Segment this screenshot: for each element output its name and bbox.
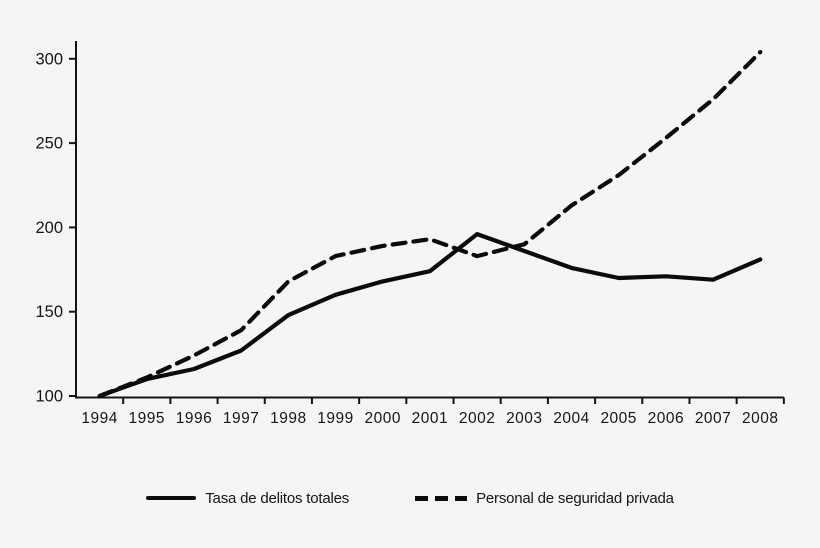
chart-legend: Tasa de delitos totales Personal de segu… xyxy=(0,483,820,513)
solid-line-swatch-icon xyxy=(146,496,197,500)
x-tick-label: 1996 xyxy=(176,410,212,427)
dashed-line-swatch-icon xyxy=(415,495,468,501)
x-tick-label: 1998 xyxy=(270,410,306,427)
x-tick-label: 1999 xyxy=(317,410,353,427)
x-tick-label: 2004 xyxy=(553,410,589,427)
legend-item-tasa-delitos: Tasa de delitos totales xyxy=(146,490,349,507)
legend-label-tasa-delitos: Tasa de delitos totales xyxy=(205,489,350,507)
line-chart: 100 150 200 250 300 1994 1995 1996 1997 1998 1999 2… xyxy=(35,41,785,427)
y-tick-label: 200 xyxy=(35,219,63,237)
legend-item-seguridad-privada: Personal de seguridad privada xyxy=(415,490,674,507)
x-tick-label: 2008 xyxy=(742,410,778,427)
x-tick-label: 2002 xyxy=(459,410,495,427)
x-tick-label: 2005 xyxy=(600,410,636,427)
y-tick-label: 300 xyxy=(35,50,63,68)
y-tick-label: 250 xyxy=(35,135,63,153)
series-line-tasa-delitos xyxy=(97,232,763,399)
x-tick-label: 2000 xyxy=(364,410,400,427)
series-line-seguridad-privada xyxy=(97,49,763,399)
plot-area: 100 150 200 250 300 1994 1995 1996 1997 1998 1999 2… xyxy=(35,41,785,427)
x-tick-label: 2006 xyxy=(648,410,684,427)
x-tick-label: 2007 xyxy=(695,410,731,427)
x-tick-label: 1997 xyxy=(223,410,259,427)
legend-label-seguridad-privada: Personal de seguridad privada xyxy=(476,489,674,507)
x-tick-label: 1994 xyxy=(81,410,117,427)
x-tick-label: 2001 xyxy=(412,410,448,427)
y-tick-label: 100 xyxy=(35,388,63,406)
x-tick-label: 1995 xyxy=(129,410,165,427)
x-tick-label: 2003 xyxy=(506,410,542,427)
y-tick-label: 150 xyxy=(35,303,63,321)
